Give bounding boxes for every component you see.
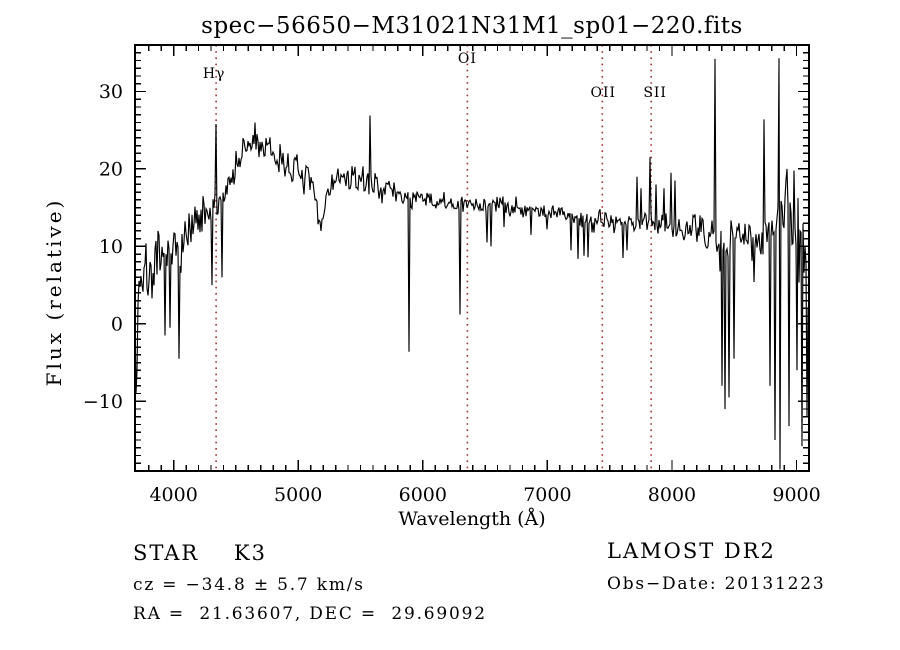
marker-label-hgamma: Hγ [203, 66, 226, 82]
y-tick-label: 20 [99, 158, 123, 180]
plot-frame [134, 44, 810, 472]
y-axis-label: Flux (relative) [42, 197, 66, 387]
axis-ticks [135, 45, 809, 471]
x-axis-label: Wavelength (Å) [398, 508, 546, 530]
spectrum-line [135, 58, 809, 470]
coordinates-text: RA = 21.63607, DEC = 29.69092 [133, 604, 487, 624]
y-tick-label: 10 [99, 236, 123, 258]
spectrum-trace [135, 58, 809, 470]
x-tick-label: 6000 [399, 484, 447, 506]
axis-tick-labels: 4000 5000 6000 7000 8000 9000 −10 0 10 20 30 [83, 81, 821, 506]
spectral-marker-lines [215, 45, 652, 471]
y-tick-label: 0 [111, 313, 123, 335]
x-tick-label: 9000 [772, 484, 820, 506]
x-tick-label: 8000 [648, 484, 696, 506]
marker-label-oi: OI [458, 51, 477, 67]
plot-title: spec−56650−M31021N31M1_sp01−220.fits [201, 13, 743, 39]
obs-date-text: Obs−Date: 20131223 [607, 574, 826, 594]
x-tick-label: 4000 [149, 484, 197, 506]
x-tick-label: 7000 [523, 484, 571, 506]
y-tick-label: 30 [99, 81, 123, 103]
y-tick-label: −10 [83, 391, 123, 413]
x-tick-label: 5000 [274, 484, 322, 506]
marker-label-oii: OII [591, 85, 617, 101]
plot-frame-rect [134, 44, 810, 472]
marker-label-sii: SII [643, 85, 667, 101]
survey-release-text: LAMOST DR2 [607, 539, 776, 563]
object-class-text: STAR K3 [133, 541, 267, 565]
radial-velocity-text: cz = −34.8 ± 5.7 km/s [133, 575, 365, 595]
line-annotations: Hγ OI OII SII [203, 51, 667, 101]
